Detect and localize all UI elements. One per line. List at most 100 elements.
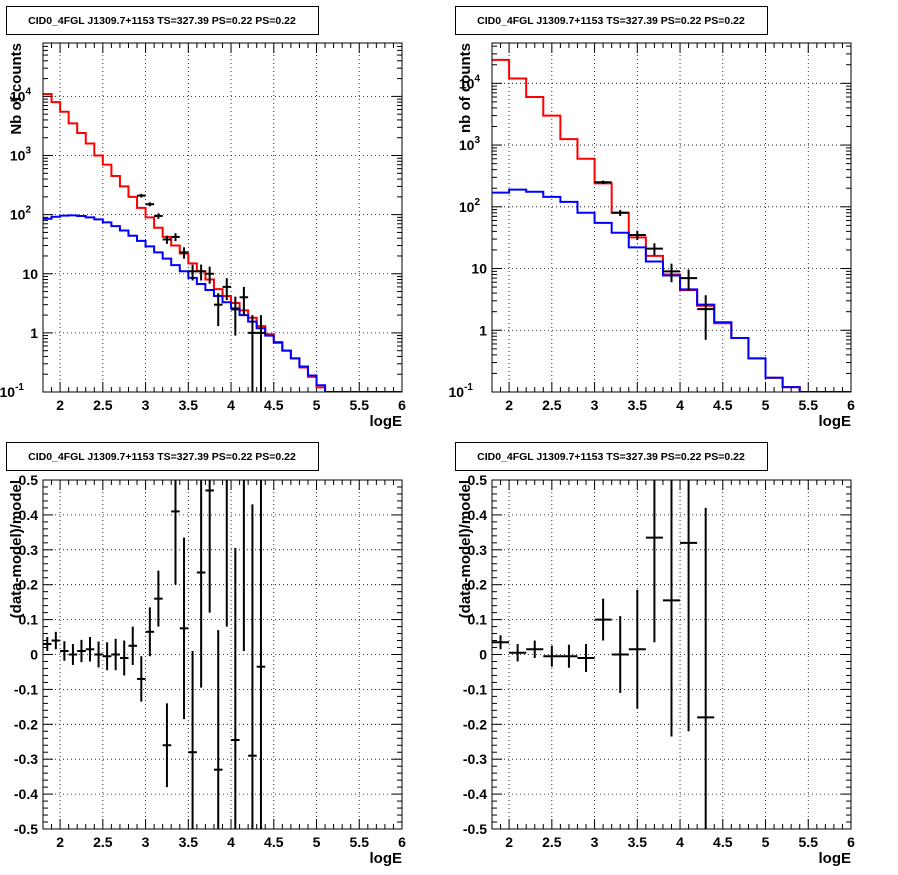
chart-panel-4: 2 2.5 3 3.5 4 4.5 5 5.5 6 -0.5 -0.4 -0.3 -0.2 -0.1 0 0.… [455, 442, 855, 867]
data-point [171, 480, 180, 585]
plot-frame [491, 42, 852, 393]
y-tick-exponent: 4 [474, 73, 480, 84]
data-point [628, 230, 646, 240]
chart-panel-1: 2 2.5 3 3.5 4 4.5 5 5.5 610-1110102103104logENb … [0, 6, 406, 430]
x-tick-label: 3.5 [179, 834, 199, 850]
y-tick-label: -0.5 [463, 821, 487, 837]
y-tick-label: -0.3 [463, 751, 487, 767]
y-tick-label: 0.3 [468, 542, 488, 558]
data-point [560, 644, 578, 668]
plot-frame [42, 42, 403, 393]
x-tick-label: 2.5 [93, 834, 113, 850]
series-2-line [43, 214, 402, 392]
title-box [455, 6, 768, 35]
data-point [137, 656, 146, 702]
y-tick-label: -0.1 [463, 681, 487, 697]
x-tick-label: 2 [505, 397, 513, 413]
title-box [6, 6, 319, 35]
data-point [231, 548, 240, 829]
data-point [492, 635, 510, 650]
data-point [645, 243, 663, 256]
data-point [179, 247, 189, 259]
y-tick-label: 102 [459, 197, 481, 215]
y-tick-label: 0 [479, 647, 487, 663]
x-tick-label: 5 [762, 397, 770, 413]
x-tick-label: 5.5 [799, 397, 819, 413]
y-axis-label: (data-model)/model [8, 480, 25, 618]
y-tick-label: 102 [10, 205, 32, 223]
data-point [145, 607, 155, 657]
data-point [145, 202, 155, 207]
x-tick-label: 6 [398, 397, 406, 413]
data-point [256, 480, 266, 829]
x-tick-label: 3 [142, 834, 150, 850]
data-point [526, 640, 544, 658]
x-tick-label: 4 [227, 834, 235, 850]
y-tick-label: 103 [10, 146, 32, 164]
data-layer [43, 480, 266, 829]
x-tick-label: 5 [762, 834, 770, 850]
chart-title: CID0_4FGL J1309.7+1153 TS=327.39 PS=0.22… [28, 451, 296, 463]
x-tick-label: 4.5 [264, 397, 284, 413]
data-point [594, 598, 612, 641]
y-tick-label: 0.2 [468, 577, 488, 593]
y-axis-label: nb of counts [457, 43, 474, 133]
data-point [162, 703, 172, 788]
x-tick-label: 5.5 [799, 834, 819, 850]
y-tick-label: 0.5 [468, 472, 488, 488]
data-point [213, 293, 223, 327]
y-tick-label: -0.2 [463, 716, 487, 732]
x-tick-label: 2 [505, 834, 513, 850]
y-tick-exponent: 4 [25, 86, 31, 97]
data-point [188, 651, 197, 829]
data-point [205, 480, 214, 613]
y-tick-exponent: -1 [464, 382, 473, 393]
x-tick-label: 3 [142, 397, 150, 413]
series-2-line [492, 188, 851, 392]
data-point [628, 589, 646, 709]
y-tick-label: 0.3 [19, 542, 39, 558]
x-tick-label: 4 [227, 397, 235, 413]
data-point [645, 480, 663, 643]
data-point [611, 616, 629, 693]
data-point [509, 644, 527, 662]
data-point [256, 315, 266, 392]
data-point [188, 264, 197, 281]
data-point [611, 209, 629, 216]
y-tick-label: -0.4 [14, 786, 38, 802]
y-tick-exponent: 2 [25, 205, 31, 216]
data-point [213, 630, 223, 829]
y-tick-label: 1 [30, 325, 38, 341]
y-tick-label: 103 [459, 135, 481, 153]
chart-title: CID0_4FGL J1309.7+1153 TS=327.39 PS=0.22… [477, 451, 745, 463]
data-point [662, 480, 681, 737]
data-point [128, 626, 138, 665]
x-tick-label: 3.5 [628, 397, 648, 413]
data-point [222, 278, 232, 300]
chart-title: CID0_4FGL J1309.7+1153 TS=327.39 PS=0.22… [477, 15, 745, 27]
data-point [205, 266, 214, 284]
chart-panel-3: 2 2.5 3 3.5 4 4.5 5 5.5 6 -0.5 -0.4 -0.3 -0.2 -0.1 0 0.… [6, 442, 406, 867]
data-point [60, 641, 69, 661]
x-tick-label: 5.5 [350, 834, 370, 850]
y-tick-exponent: 3 [474, 135, 480, 146]
data-point [162, 235, 172, 244]
data-point [77, 639, 86, 663]
x-tick-label: 4 [676, 397, 684, 413]
data-point [239, 286, 249, 316]
data-layer [43, 92, 402, 392]
data-point [680, 269, 698, 291]
x-tick-label: 6 [398, 834, 406, 850]
x-tick-label: 4.5 [264, 834, 284, 850]
data-point [119, 640, 129, 676]
data-point [171, 233, 180, 242]
x-tick-label: 6 [847, 397, 855, 413]
data-point [179, 537, 189, 720]
data-point [242, 480, 245, 652]
x-tick-label: 5 [313, 397, 321, 413]
x-tick-label: 6 [847, 834, 855, 850]
y-tick-label: -0.1 [14, 681, 38, 697]
chart-title: CID0_4FGL J1309.7+1153 TS=327.39 PS=0.22… [28, 15, 296, 27]
x-axis-label: logE [819, 850, 852, 867]
